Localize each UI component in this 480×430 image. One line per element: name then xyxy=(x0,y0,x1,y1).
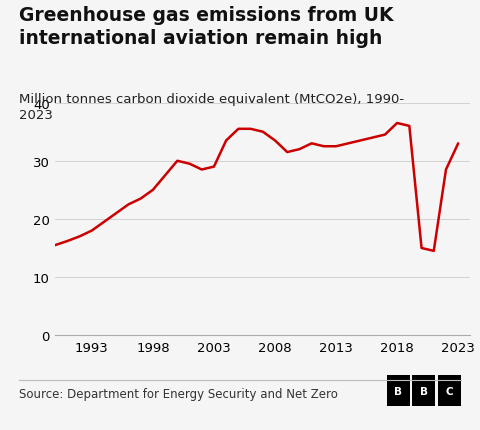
Text: B: B xyxy=(420,386,428,396)
Text: C: C xyxy=(445,386,453,396)
Text: Million tonnes carbon dioxide equivalent (MtCO2e), 1990-
2023: Million tonnes carbon dioxide equivalent… xyxy=(19,92,404,121)
Text: B: B xyxy=(395,386,402,396)
Text: Greenhouse gas emissions from UK
international aviation remain high: Greenhouse gas emissions from UK interna… xyxy=(19,6,394,48)
Text: Source: Department for Energy Security and Net Zero: Source: Department for Energy Security a… xyxy=(19,387,338,400)
